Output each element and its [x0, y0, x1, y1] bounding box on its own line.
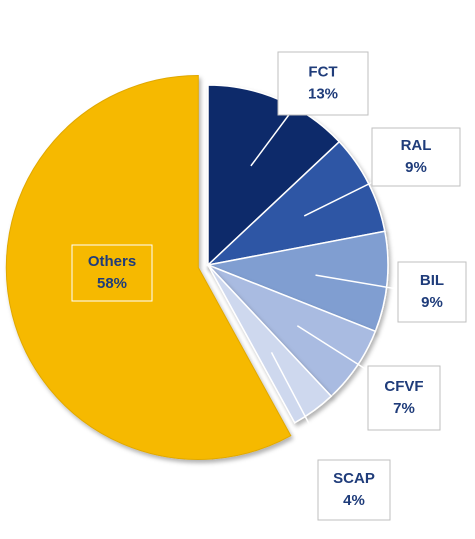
label-box	[71, 244, 153, 302]
callout-line	[270, 352, 337, 476]
slice-label: CFVF	[384, 378, 423, 395]
slice-value-label: 58%	[97, 275, 127, 292]
slice-label: RAL	[401, 137, 432, 154]
label-box	[317, 459, 391, 521]
slice-value-label: 9%	[421, 294, 443, 311]
slice-value-label: 9%	[405, 159, 427, 176]
label-box	[371, 127, 461, 187]
label-box	[277, 51, 369, 116]
slice-label: BIL	[420, 272, 444, 289]
slice-value-label: 4%	[343, 492, 365, 509]
slice-value-label: 13%	[308, 85, 338, 102]
slice-label: FCT	[308, 63, 337, 80]
pie-slice	[205, 230, 389, 333]
slice-label: Others	[88, 253, 136, 270]
pie-slice	[205, 140, 386, 267]
pie-slice	[207, 264, 333, 424]
label-box	[397, 261, 467, 323]
label-box	[367, 365, 441, 431]
slice-value-label: 7%	[393, 400, 415, 417]
slice-label: SCAP	[333, 470, 375, 487]
